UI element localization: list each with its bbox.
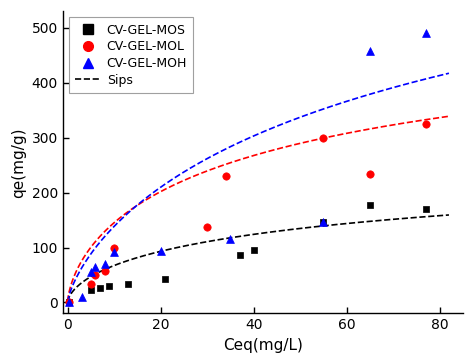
Point (203, 224, 211, 230)
Point (96, 285, 104, 290)
Point (222, 173, 229, 179)
Point (87, 287, 95, 293)
Point (65, 300, 73, 305)
Y-axis label: qe(mg/g): qe(mg/g) (11, 127, 26, 198)
Point (319, 135, 327, 141)
Point (101, 268, 109, 274)
Point (87, 281, 95, 287)
Point (110, 245, 118, 250)
Point (366, 202, 374, 207)
Point (87, 269, 95, 275)
Point (236, 252, 244, 258)
Point (124, 281, 132, 287)
Point (422, 30, 429, 36)
Point (110, 249, 118, 255)
Point (157, 249, 164, 254)
Point (162, 276, 169, 282)
Point (319, 219, 327, 225)
Legend: CV-GEL-MOS, CV-GEL-MOL, CV-GEL-MOH, Sips: CV-GEL-MOS, CV-GEL-MOL, CV-GEL-MOH, Sips (69, 17, 193, 93)
Point (422, 121, 429, 127)
Point (65, 300, 73, 305)
Point (91, 272, 99, 278)
Point (101, 261, 109, 267)
Point (422, 206, 429, 212)
Point (91, 264, 99, 270)
Point (78, 294, 85, 300)
Point (65, 300, 73, 305)
Point (366, 171, 374, 177)
Point (366, 48, 374, 54)
Point (106, 283, 113, 289)
Point (227, 236, 234, 242)
X-axis label: Ceq(mg/L): Ceq(mg/L) (223, 338, 303, 353)
Point (319, 219, 327, 225)
Point (250, 248, 257, 253)
